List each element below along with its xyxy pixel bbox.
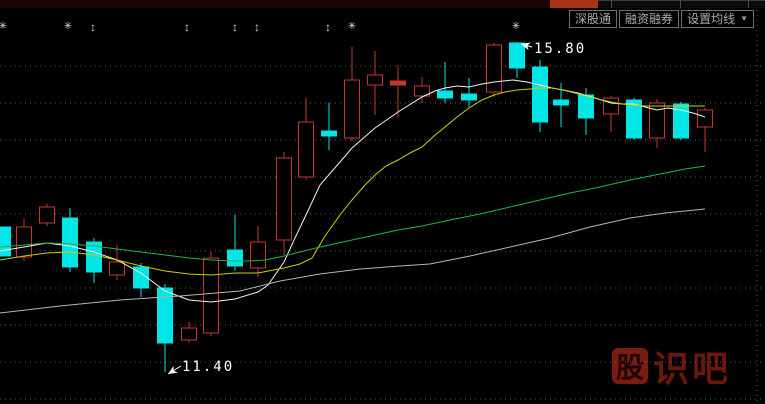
candle-body — [532, 66, 548, 123]
candle — [133, 263, 149, 297]
price-label: 15.80 — [534, 41, 586, 57]
candle — [109, 245, 125, 280]
candle — [344, 47, 360, 141]
top-scrollbar — [0, 0, 765, 8]
ma-long-grey — [0, 208, 706, 314]
candle-body — [509, 42, 525, 69]
candles — [0, 42, 713, 372]
candle-body — [157, 287, 173, 344]
candle-body — [414, 85, 430, 97]
event-marker-icon: ↕ — [232, 20, 238, 34]
candle — [649, 99, 665, 148]
candle-body — [250, 241, 266, 269]
candle-body — [697, 109, 713, 128]
candle-body — [39, 206, 55, 224]
event-marker-icon: ↕ — [184, 20, 190, 34]
ma-green — [0, 165, 706, 262]
price-annotation: 15.80 — [520, 41, 586, 57]
candle — [298, 98, 314, 180]
candle-body — [344, 79, 360, 139]
candle — [181, 322, 197, 343]
candle — [276, 152, 292, 255]
scrollbar-divider — [748, 0, 749, 8]
event-marker-icon: ↕ — [90, 20, 96, 34]
candle-body — [62, 217, 78, 268]
candle — [486, 43, 502, 97]
candle-body — [321, 130, 337, 137]
candle — [16, 218, 32, 261]
scrollbar-thumb[interactable] — [550, 0, 598, 8]
ma-settings-button[interactable]: 设置均线 ▼ — [681, 10, 754, 28]
candle — [367, 51, 383, 115]
candle — [321, 103, 337, 150]
candle-body — [16, 226, 32, 258]
candle — [157, 284, 173, 372]
candle — [250, 226, 266, 277]
candle — [509, 42, 525, 78]
candle-body — [486, 44, 502, 93]
candle — [532, 60, 548, 132]
candle-body — [461, 93, 477, 101]
annotation-arrow — [167, 365, 182, 375]
gridlines — [0, 10, 765, 404]
candle-body — [133, 266, 149, 289]
price-label: 11.40 — [182, 359, 234, 375]
candle — [461, 78, 477, 107]
candle-body — [437, 90, 453, 99]
candle-body — [227, 249, 243, 267]
event-marker-icon: ✳ — [0, 21, 8, 32]
candle — [227, 215, 243, 271]
candle-body — [390, 80, 406, 86]
candle — [673, 102, 689, 140]
toolbar: 深股通 融资融券 设置均线 ▼ — [569, 10, 754, 28]
candle-body — [367, 74, 383, 86]
candle-body — [0, 226, 11, 257]
candle — [86, 238, 102, 283]
scrollbar-track-right — [598, 0, 765, 8]
event-marker-icon: ↕ — [254, 20, 260, 34]
event-marker-icon: ✳ — [511, 21, 521, 32]
candle — [39, 204, 55, 226]
watermark-text: 识吧 — [653, 348, 732, 389]
event-marker-icon: ✳ — [63, 21, 73, 32]
candle — [697, 108, 713, 152]
candle — [62, 208, 78, 272]
candle — [0, 226, 11, 257]
scrollbar-divider — [611, 0, 612, 8]
margin-trading-button[interactable]: 融资融券 — [619, 10, 680, 28]
event-marker-icon: ✳ — [347, 21, 357, 32]
candle-body — [298, 121, 314, 178]
candle-body — [109, 261, 125, 276]
candle-body — [181, 327, 197, 341]
dropdown-caret-icon: ▼ — [740, 14, 748, 23]
watermark-boxed-char: 股 — [612, 348, 648, 384]
candle-body — [203, 257, 219, 334]
candle-body — [276, 157, 292, 241]
price-annotation: 11.40 — [167, 359, 234, 375]
annotation-arrow — [520, 42, 533, 51]
candle — [626, 98, 642, 140]
event-marker-icon: ↕ — [325, 20, 331, 34]
watermark: 股 识吧 — [612, 340, 731, 392]
candle-body — [626, 99, 642, 139]
ma-mid-yellow — [0, 87, 705, 276]
candle — [437, 62, 453, 103]
candle-body — [649, 102, 665, 139]
scrollbar-divider — [680, 0, 681, 8]
ma-settings-label: 设置均线 — [687, 12, 736, 26]
shenzhen-connect-button[interactable]: 深股通 — [569, 10, 618, 28]
candle — [553, 83, 569, 127]
candle — [203, 252, 219, 336]
candle-body — [673, 103, 689, 139]
candle-body — [553, 99, 569, 106]
